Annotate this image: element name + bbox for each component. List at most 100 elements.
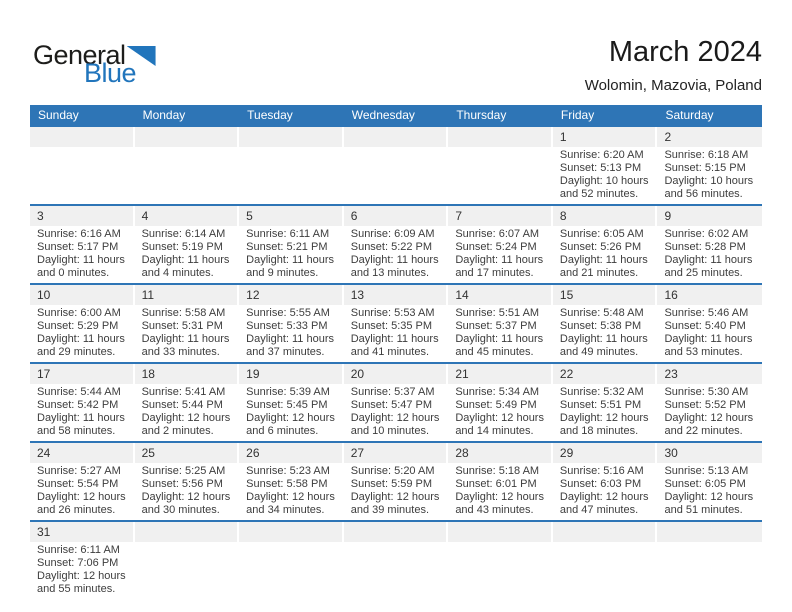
day-number: 13 [343, 285, 449, 305]
calendar-day-cell: 25 Sunrise: 5:25 AM Sunset: 5:56 PM Dayligh… [134, 443, 240, 520]
calendar-day-cell: 13 Sunrise: 5:53 AM Sunset: 5:35 PM Dayligh… [343, 285, 449, 362]
day-number [343, 522, 449, 542]
calendar-day-cell: 11 Sunrise: 5:58 AM Sunset: 5:31 PM Dayligh… [134, 285, 240, 362]
logo-text-blue: Blue [84, 58, 137, 88]
day-info: Sunrise: 5:30 AM Sunset: 5:52 PM Daylight:… [657, 384, 762, 441]
day-number: 4 [134, 206, 240, 226]
calendar-day-cell: 4 Sunrise: 6:14 AM Sunset: 5:19 PM Daylight… [134, 206, 240, 283]
sunrise-text: Sunrise: 5:41 AM [141, 386, 226, 398]
day-number: 12 [239, 285, 344, 305]
day-info: Sunrise: 6:18 AM Sunset: 5:15 PM Daylight:… [657, 147, 762, 204]
sunset-text: Sunset: 5:42 PM [37, 399, 119, 411]
day-number: 9 [657, 206, 763, 226]
daylight-text: Daylight: 12 hours and 43 minutes. [455, 491, 544, 516]
day-number: 21 [448, 364, 553, 384]
day-info: Sunrise: 5:39 AM Sunset: 5:45 PM Daylight:… [239, 384, 344, 441]
day-number: 25 [134, 443, 240, 463]
day-info: Sunrise: 6:07 AM Sunset: 5:24 PM Daylight:… [448, 226, 553, 283]
day-info: Sunrise: 5:13 AM Sunset: 6:05 PM Daylight:… [657, 463, 762, 520]
sunset-text: Sunset: 5:22 PM [350, 241, 433, 253]
daylight-text: Daylight: 11 hours and 41 minutes. [350, 333, 439, 358]
calendar-day-cell: 15 Sunrise: 5:48 AM Sunset: 5:38 PM Dayligh… [552, 285, 658, 362]
daylight-text: Daylight: 11 hours and 21 minutes. [559, 254, 648, 279]
daylight-text: Daylight: 12 hours and 47 minutes. [559, 491, 649, 516]
day-info: Sunrise: 6:20 AM Sunset: 5:13 PM Daylight:… [553, 147, 658, 204]
sunset-text: Sunset: 5:29 PM [37, 320, 119, 332]
day-info: Sunrise: 6:05 AM Sunset: 5:26 PM Daylight:… [553, 226, 658, 283]
calendar-day-cell: 9 Sunrise: 6:02 AM Sunset: 5:28 PM Daylight… [657, 206, 763, 283]
sunrise-text: Sunrise: 6:07 AM [455, 228, 540, 240]
sunrise-text: Sunrise: 6:18 AM [664, 149, 749, 161]
calendar-empty-cell [343, 127, 449, 204]
sunset-text: Sunset: 5:31 PM [141, 320, 223, 332]
calendar-empty-cell [343, 522, 449, 599]
weekday-header-thursday: Thursday [456, 108, 507, 122]
daylight-text: Daylight: 11 hours and 45 minutes. [455, 333, 544, 358]
day-info: Sunrise: 5:20 AM Sunset: 5:59 PM Daylight:… [344, 463, 449, 520]
daylight-text: Daylight: 12 hours and 10 minutes. [350, 412, 440, 437]
day-info: Sunrise: 5:55 AM Sunset: 5:33 PM Daylight:… [239, 305, 344, 362]
sunset-text: Sunset: 5:54 PM [37, 478, 119, 490]
day-number [30, 127, 135, 147]
calendar-day-cell: 27 Sunrise: 5:20 AM Sunset: 5:59 PM Dayligh… [343, 443, 449, 520]
daylight-text: Daylight: 12 hours and 14 minutes. [455, 412, 544, 437]
day-info: Sunrise: 5:44 AM Sunset: 5:42 PM Daylight:… [30, 384, 135, 441]
day-number: 7 [448, 206, 553, 226]
sunset-text: Sunset: 5:24 PM [455, 241, 537, 253]
day-number [657, 522, 763, 542]
sunset-text: Sunset: 5:59 PM [350, 478, 433, 490]
location-subtitle: Wolomin, Mazovia, Poland [584, 77, 762, 94]
daylight-text: Daylight: 12 hours and 34 minutes. [246, 491, 335, 516]
sunrise-text: Sunrise: 5:23 AM [246, 465, 330, 477]
day-info: Sunrise: 5:46 AM Sunset: 5:40 PM Daylight:… [657, 305, 762, 362]
calendar-day-cell: 22 Sunrise: 5:32 AM Sunset: 5:51 PM Dayligh… [552, 364, 658, 441]
daylight-text: Daylight: 12 hours and 6 minutes. [246, 412, 335, 437]
day-number [343, 127, 449, 147]
day-info: Sunrise: 5:34 AM Sunset: 5:49 PM Daylight:… [448, 384, 553, 441]
calendar-empty-cell [134, 522, 240, 599]
day-number: 16 [657, 285, 763, 305]
calendar-empty-cell [239, 127, 344, 204]
sunrise-text: Sunrise: 5:34 AM [455, 386, 540, 398]
week-row: 1 Sunrise: 6:20 AM Sunset: 5:13 PM Daylight… [30, 127, 763, 206]
week-row: 10 Sunrise: 6:00 AM Sunset: 5:29 PM Dayligh… [30, 285, 763, 364]
sunset-text: Sunset: 6:03 PM [559, 478, 642, 490]
sunrise-text: Sunrise: 5:30 AM [664, 386, 749, 398]
calendar-day-cell: 6 Sunrise: 6:09 AM Sunset: 5:22 PM Daylight… [343, 206, 449, 283]
daylight-text: Daylight: 11 hours and 17 minutes. [455, 254, 544, 279]
calendar-day-cell: 31 Sunrise: 6:11 AM Sunset: 7:06 PM Dayligh… [30, 522, 135, 599]
calendar-empty-cell [30, 127, 135, 204]
sunrise-text: Sunrise: 6:11 AM [37, 544, 120, 556]
sunrise-text: Sunrise: 5:53 AM [350, 307, 435, 319]
day-number: 19 [239, 364, 344, 384]
calendar-day-cell: 17 Sunrise: 5:44 AM Sunset: 5:42 PM Dayligh… [30, 364, 135, 441]
calendar-day-cell: 14 Sunrise: 5:51 AM Sunset: 5:37 PM Dayligh… [448, 285, 553, 362]
week-row: 24 Sunrise: 5:27 AM Sunset: 5:54 PM Dayligh… [30, 443, 763, 522]
day-info: Sunrise: 5:53 AM Sunset: 5:35 PM Daylight:… [344, 305, 449, 362]
sunrise-text: Sunrise: 5:51 AM [455, 307, 540, 319]
daylight-text: Daylight: 11 hours and 53 minutes. [664, 333, 753, 358]
day-number: 26 [239, 443, 344, 463]
sunset-text: Sunset: 5:56 PM [141, 478, 223, 490]
day-number [134, 127, 240, 147]
sunrise-text: Sunrise: 6:16 AM [37, 228, 121, 240]
calendar-day-cell: 1 Sunrise: 6:20 AM Sunset: 5:13 PM Daylight… [552, 127, 658, 204]
sunrise-text: Sunrise: 5:46 AM [664, 307, 749, 319]
calendar-day-cell: 19 Sunrise: 5:39 AM Sunset: 5:45 PM Dayligh… [239, 364, 344, 441]
day-number: 18 [134, 364, 240, 384]
sunset-text: Sunset: 5:38 PM [559, 320, 642, 332]
sunset-text: Sunset: 5:51 PM [559, 399, 642, 411]
sunrise-text: Sunrise: 6:20 AM [559, 149, 644, 161]
calendar-day-cell: 28 Sunrise: 5:18 AM Sunset: 6:01 PM Dayligh… [448, 443, 553, 520]
day-number [448, 127, 553, 147]
sunrise-text: Sunrise: 5:48 AM [559, 307, 644, 319]
sunrise-text: Sunrise: 5:44 AM [37, 386, 121, 398]
calendar-day-cell: 18 Sunrise: 5:41 AM Sunset: 5:44 PM Dayligh… [134, 364, 240, 441]
calendar-grid: 1 Sunrise: 6:20 AM Sunset: 5:13 PM Daylight… [30, 127, 763, 599]
sunset-text: Sunset: 5:49 PM [455, 399, 537, 411]
day-number [239, 522, 344, 542]
sunset-text: Sunset: 6:05 PM [664, 478, 746, 490]
daylight-text: Daylight: 12 hours and 30 minutes. [141, 491, 231, 516]
sunrise-text: Sunrise: 6:09 AM [350, 228, 435, 240]
